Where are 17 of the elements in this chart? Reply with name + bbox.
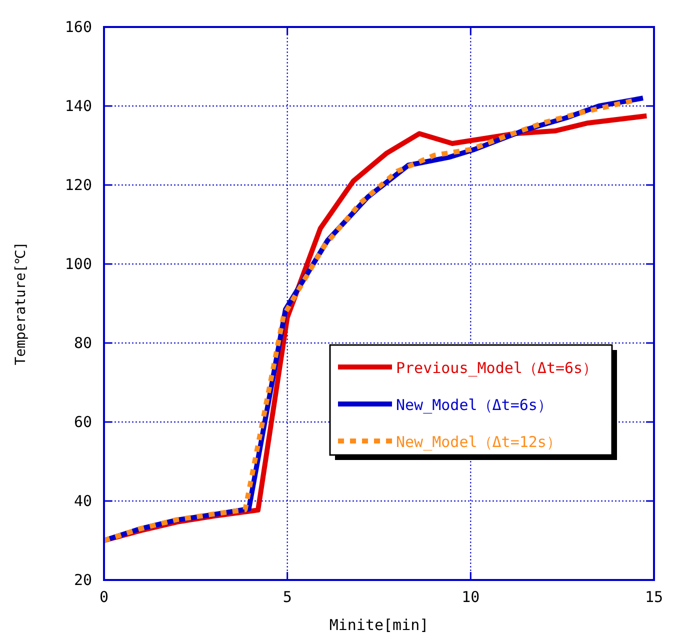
y-axis-title: Temperature[℃] <box>13 242 29 366</box>
y-tick-label: 60 <box>74 413 92 431</box>
y-tick-label: 40 <box>74 492 92 510</box>
legend-label: Previous_Model（Δt=6s） <box>396 359 598 377</box>
legend-label: New_Model（Δt=6s） <box>396 396 552 414</box>
y-tick-label: 20 <box>74 571 92 589</box>
x-tick-label: 15 <box>644 588 664 606</box>
x-tick-label: 10 <box>462 588 480 606</box>
y-tick-label: 120 <box>64 176 92 194</box>
y-tick-label: 140 <box>64 97 92 115</box>
x-axis-title: Minite[min] <box>329 616 429 634</box>
legend-label: New_Model（Δt=12s） <box>396 433 562 451</box>
x-tick-label: 0 <box>99 588 109 606</box>
y-tick-label: 160 <box>64 18 92 36</box>
y-tick-label: 80 <box>74 334 92 352</box>
y-tick-label: 100 <box>64 255 92 273</box>
x-tick-label: 5 <box>282 588 292 606</box>
